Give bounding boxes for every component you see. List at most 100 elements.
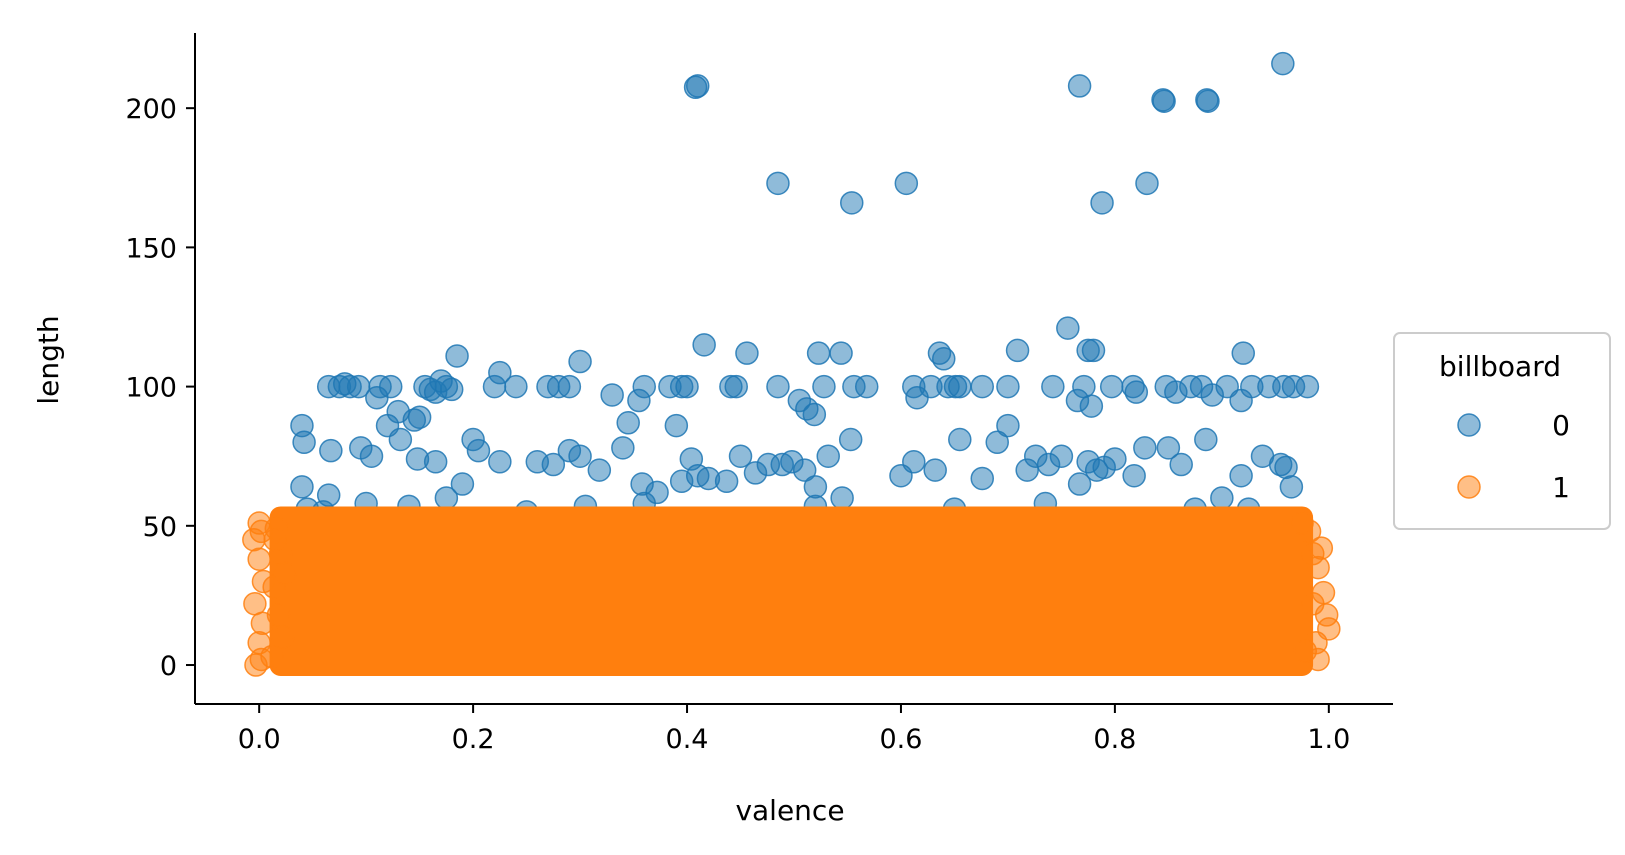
scatter-point [985, 430, 1009, 455]
scatter-point [792, 458, 817, 482]
scatter-point [260, 644, 284, 669]
scatter-point [923, 458, 947, 482]
scatter-point [735, 341, 759, 365]
scatter-point [263, 527, 287, 552]
scatter-point [1081, 338, 1106, 363]
legend-marker [1457, 413, 1481, 437]
scatter-point [816, 444, 840, 468]
scatter-point [683, 75, 708, 100]
scatter-point [1079, 394, 1104, 418]
scatter-point [429, 369, 453, 393]
scatter-point [243, 592, 267, 616]
scatter-point [838, 427, 863, 452]
scatter-point [319, 438, 343, 463]
scatter-point [806, 341, 831, 365]
scatter-point [830, 486, 854, 510]
axes: 0.0 0.2 0.4 0.6 0.8 1.0 0 50 100 150 200 [125, 33, 1393, 755]
scatter-point [1229, 388, 1253, 413]
series-1-points [242, 506, 1341, 677]
legend-items: 01 [1457, 409, 1570, 504]
scatter-point [948, 374, 972, 399]
x-tick-label: 0.8 [1093, 724, 1136, 755]
scatter-point [333, 372, 357, 396]
scatter-point [557, 374, 582, 399]
scatter-point [919, 374, 943, 399]
y-tick-label: 0 [160, 651, 177, 682]
scatter-point [812, 374, 836, 399]
scatter-point [1309, 536, 1334, 560]
legend: billboard 01 [1393, 332, 1611, 530]
legend-title: billboard [1439, 350, 1561, 383]
scatter-point [1049, 444, 1074, 468]
scatter-point [1156, 436, 1181, 460]
scatter-point [1314, 603, 1339, 627]
scatter-point [388, 427, 413, 452]
scatter-point [242, 527, 266, 552]
x-tick-label: 0.4 [666, 724, 709, 755]
scatter-point [290, 475, 314, 499]
scatter-point [1056, 316, 1080, 340]
scatter-point [359, 444, 384, 468]
scatter-point [1306, 555, 1330, 580]
scatter-point [766, 374, 790, 399]
legend-frame [1393, 332, 1611, 530]
scatter-point [664, 413, 689, 438]
scatter-point [365, 385, 389, 410]
scatter-point [1169, 452, 1193, 477]
scatter-point [1229, 463, 1253, 488]
scatter-point [616, 411, 640, 435]
scatter-point [1103, 447, 1127, 471]
plot-area [242, 51, 1341, 677]
scatter-point [1067, 74, 1092, 98]
scatter-point [1152, 89, 1176, 113]
scatter-point [970, 374, 995, 399]
legend-label: 1 [1552, 471, 1570, 504]
scatter-point [1196, 89, 1220, 113]
x-axis-label: valence [735, 794, 844, 827]
scatter-point [482, 374, 507, 399]
scatter-point [802, 402, 827, 427]
scatter-point [407, 405, 432, 429]
scatter-point [466, 438, 491, 463]
y-tick-label: 100 [125, 373, 177, 404]
scatter-point [568, 444, 592, 468]
scatter-point [1067, 472, 1092, 496]
series-0-points [290, 51, 1320, 524]
scatter-point [1099, 374, 1124, 399]
legend-marker [1457, 475, 1481, 499]
scatter-point [587, 458, 612, 482]
scatter-point [840, 191, 864, 215]
scatter-point [803, 475, 828, 499]
y-tick-label: 50 [143, 512, 177, 543]
scatter-point [1293, 639, 1318, 663]
scatter-point [1210, 486, 1234, 510]
scatter-point [829, 341, 853, 365]
scatter-point [894, 171, 919, 196]
legend-label: 0 [1552, 409, 1570, 442]
scatter-point [1090, 191, 1114, 215]
scatter-point [932, 347, 956, 371]
x-tick-label: 0.6 [879, 724, 922, 755]
scatter-point [1133, 436, 1157, 460]
scatter-point [1295, 374, 1320, 399]
x-tick-label: 1.0 [1307, 724, 1350, 755]
scatter-point [450, 472, 475, 496]
y-tick-label: 200 [125, 94, 177, 125]
y-tick-label: 150 [125, 233, 177, 264]
scatter-point [1194, 427, 1218, 452]
x-tick-label: 0.2 [452, 724, 495, 755]
y-axis-label: length [32, 315, 65, 404]
scatter-point [1124, 380, 1149, 404]
scatter-point [611, 436, 635, 460]
scatter-point [854, 374, 879, 399]
scatter-point [568, 349, 592, 374]
scatter-point [247, 547, 271, 571]
scatter-point [692, 333, 716, 357]
scatter-point [902, 450, 926, 474]
scatter-point [766, 171, 790, 196]
scatter-point [728, 444, 753, 468]
scatter-point [714, 469, 739, 494]
scatter-point [1271, 51, 1295, 76]
scatter-point [1122, 463, 1146, 488]
